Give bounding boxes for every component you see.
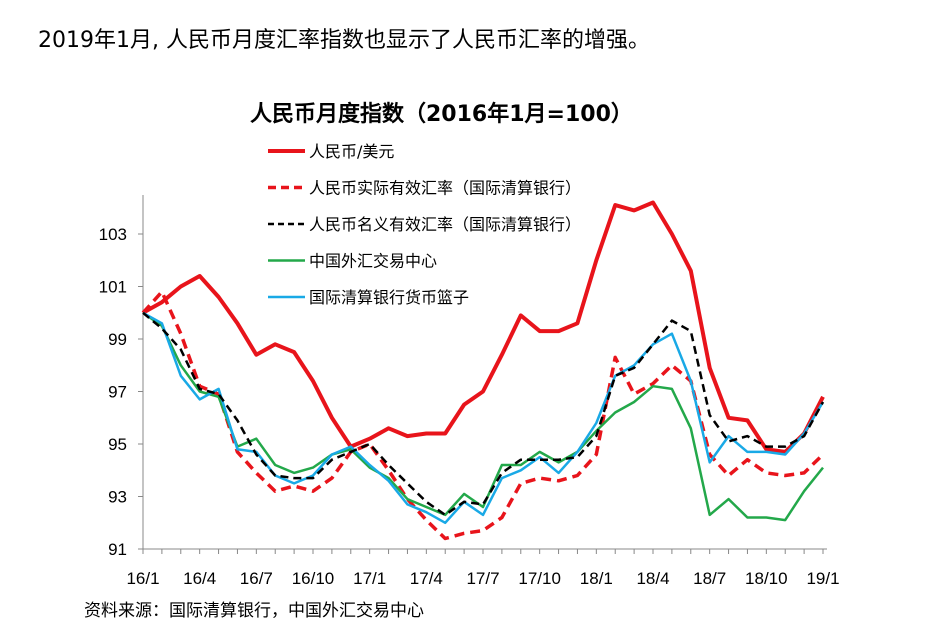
x-tick-label: 18/7 — [693, 569, 726, 588]
series-line-3 — [142, 311, 824, 522]
y-tick-label: 95 — [108, 435, 127, 454]
legend-label-2: 人民币名义有效汇率（国际清算银行） — [309, 215, 581, 234]
legend-label-3: 中国外汇交易中心 — [309, 252, 437, 271]
series-line-0 — [142, 200, 825, 454]
y-tick-label: 103 — [99, 225, 127, 244]
x-tick-label: 16/10 — [292, 569, 335, 588]
chart-axes: 91 93 95 97 99 101 103 16/1 16/4 16/7 16/10 17/1 17/… — [99, 195, 840, 588]
x-tick-label: 19/1 — [806, 569, 839, 588]
x-tick-label: 16/4 — [183, 569, 216, 588]
y-tick-label: 93 — [108, 488, 127, 507]
x-tick-label: 17/10 — [518, 569, 561, 588]
x-tick-label: 17/1 — [353, 569, 386, 588]
series-line-1 — [141, 290, 825, 541]
series-line-4 — [142, 311, 825, 525]
x-tick-label: 18/1 — [580, 569, 613, 588]
series-line-2 — [142, 311, 825, 517]
chart-series — [141, 200, 825, 541]
x-tick-label: 18/10 — [745, 569, 788, 588]
chart-title: 人民币月度指数（2016年1月=100） — [250, 102, 633, 127]
x-tick-label: 18/4 — [636, 569, 669, 588]
source-note: 资料来源：国际清算银行，中国外汇交易中心 — [84, 601, 424, 621]
legend-label-1: 人民币实际有效汇率（国际清算银行） — [309, 179, 581, 198]
legend-label-0: 人民币/美元 — [309, 142, 394, 161]
legend-label-4: 国际清算银行货币篮子 — [309, 288, 469, 307]
x-tick-label: 17/7 — [466, 569, 499, 588]
x-tick-label: 16/1 — [126, 569, 159, 588]
y-tick-label: 91 — [108, 540, 127, 559]
y-tick-label: 97 — [108, 383, 127, 402]
headline: 2019年1月, 人民币月度汇率指数也显示了人民币汇率的增强。 — [38, 28, 650, 53]
x-tick-label: 17/4 — [410, 569, 443, 588]
y-tick-label: 101 — [99, 278, 127, 297]
y-tick-label: 99 — [108, 330, 127, 349]
x-tick-label: 16/7 — [240, 569, 273, 588]
